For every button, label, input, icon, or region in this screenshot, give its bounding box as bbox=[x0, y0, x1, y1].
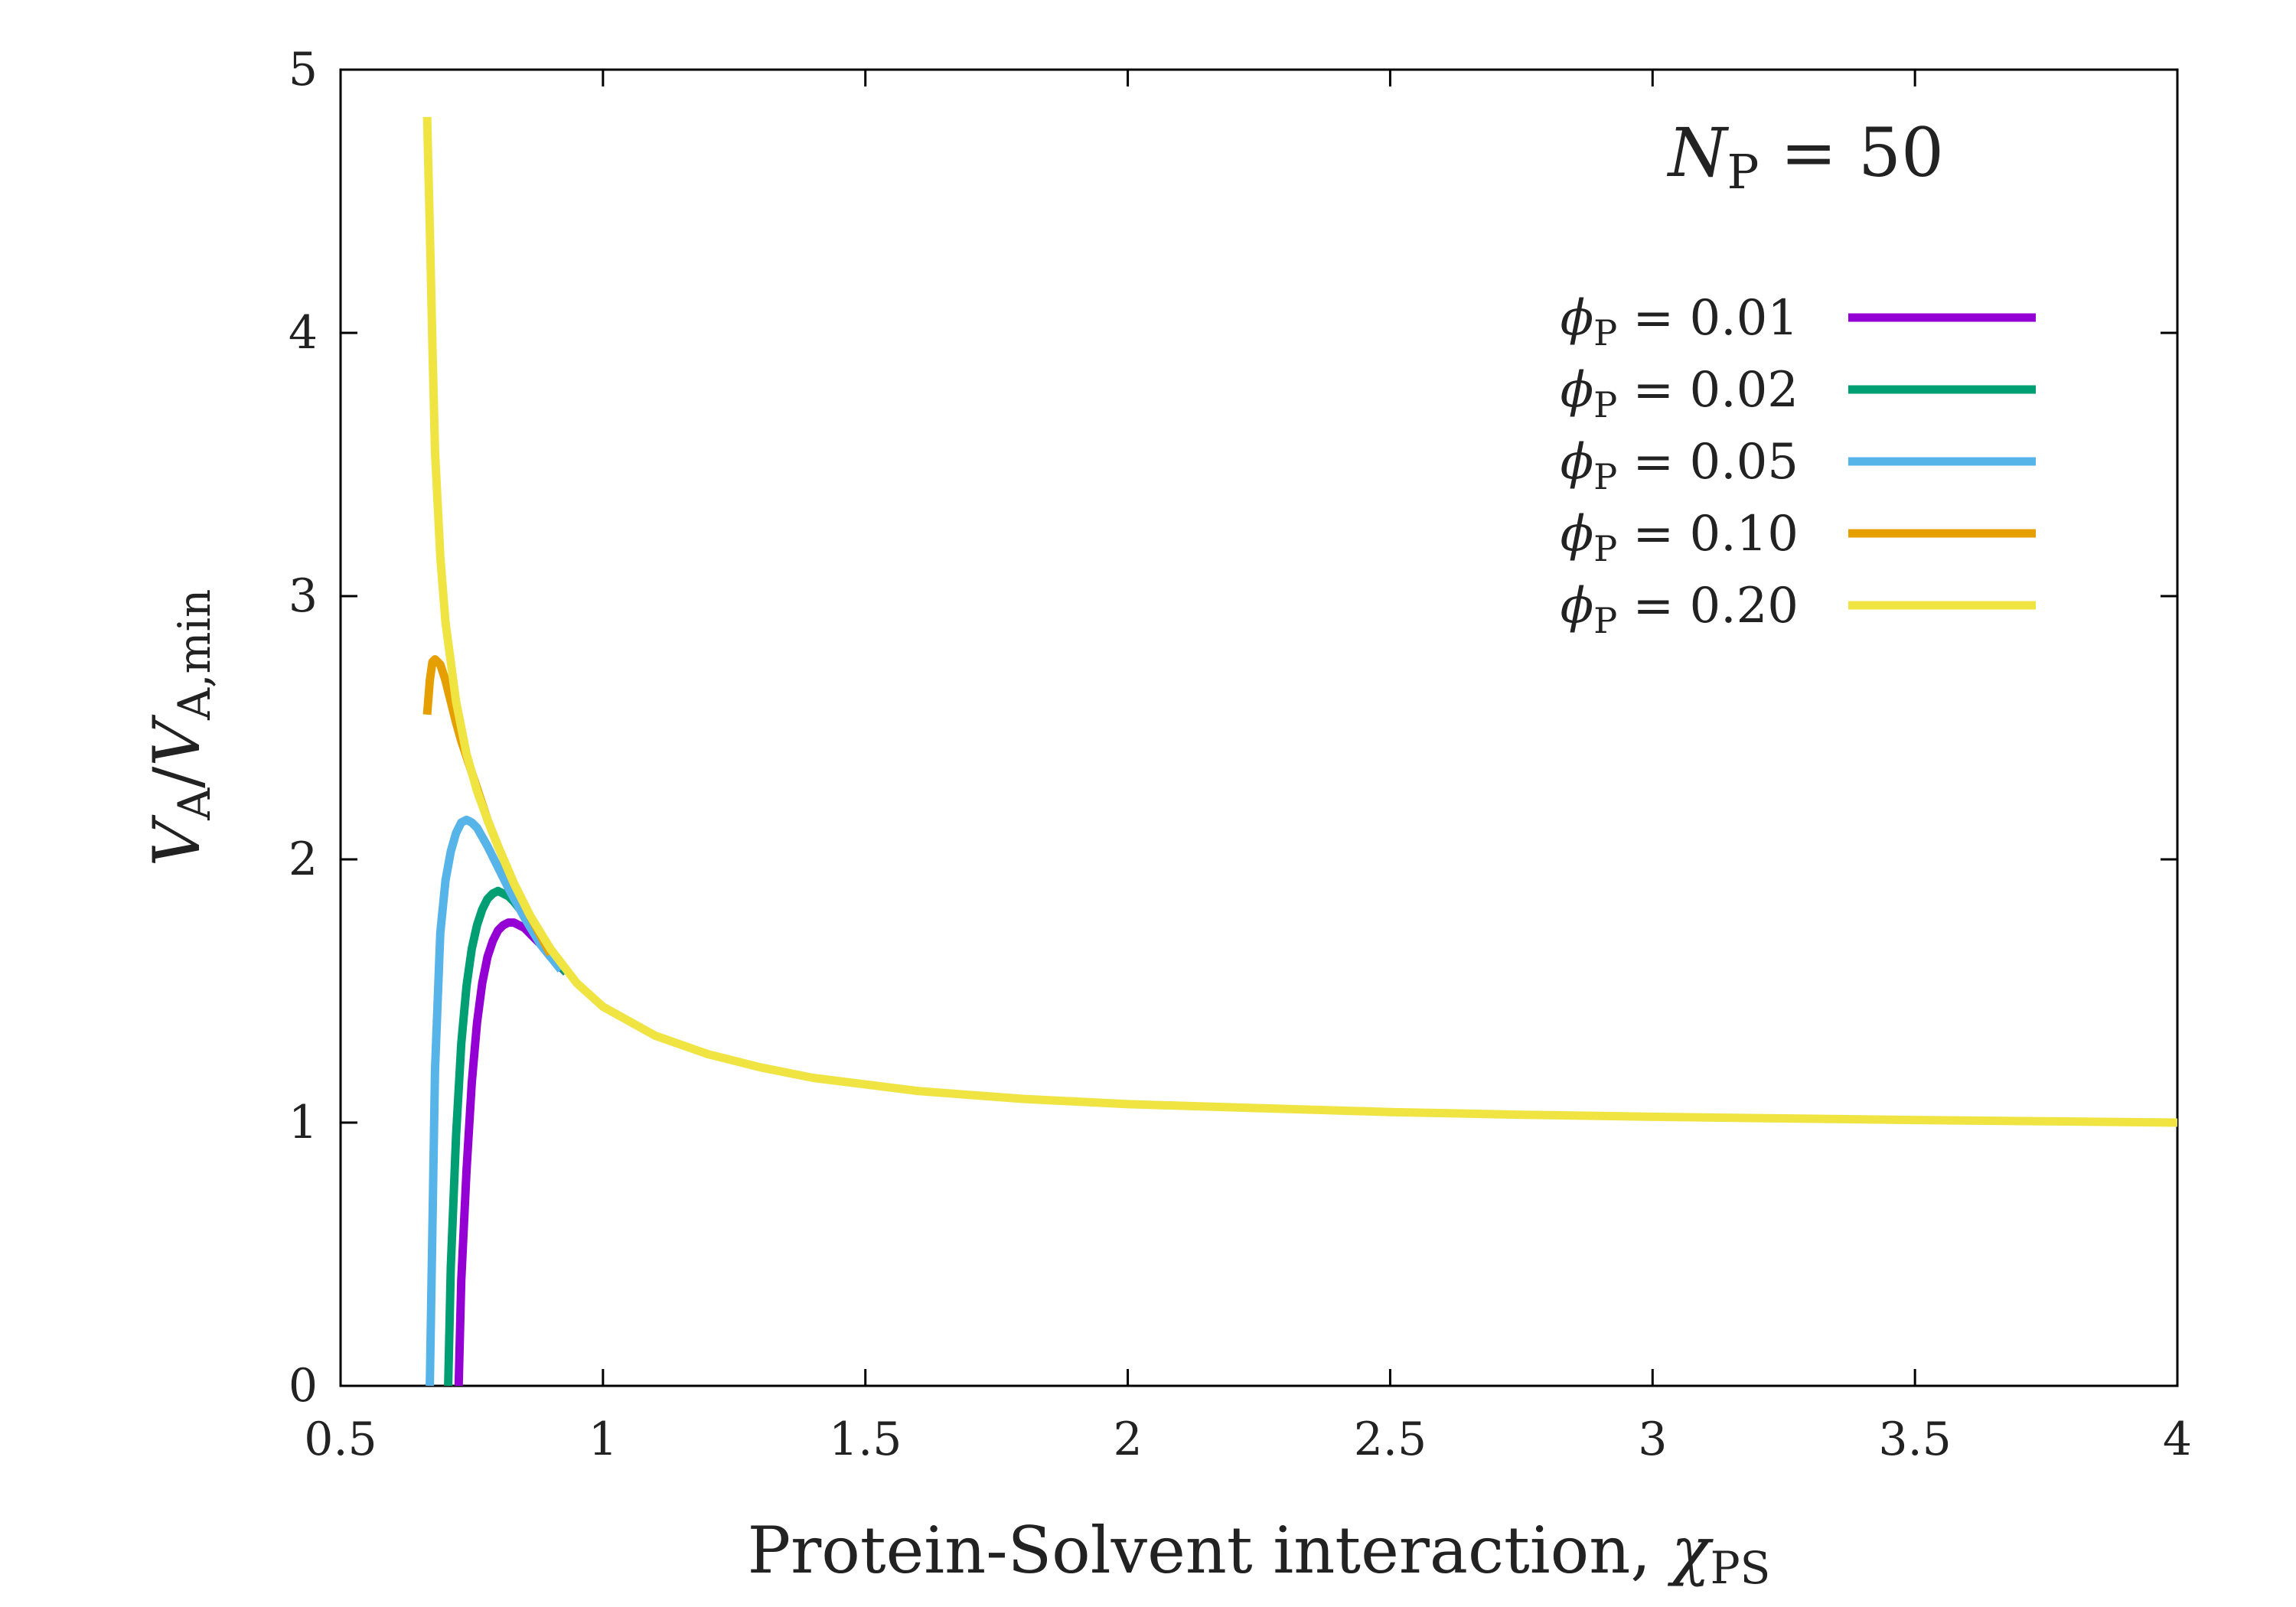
y-tick-label: 2 bbox=[289, 833, 318, 886]
series-lines bbox=[422, 116, 2177, 1386]
x-tick-label: 2.5 bbox=[1354, 1413, 1427, 1466]
x-tick-label: 3.5 bbox=[1878, 1413, 1951, 1466]
np-annotation: NP = 50 bbox=[1667, 113, 1944, 200]
x-tick-label: 1.5 bbox=[829, 1413, 902, 1466]
x-tick-label: 3 bbox=[1638, 1413, 1667, 1466]
legend-label-2: ϕP = 0.05 bbox=[1561, 434, 1799, 497]
x-tick-label: 4 bbox=[2163, 1413, 2192, 1466]
x-axis-label: Protein-Solvent interaction, χPS bbox=[748, 1513, 1771, 1594]
y-tick-labels: 0 1 2 3 4 5 bbox=[289, 43, 318, 1413]
y-tick-label: 5 bbox=[289, 43, 318, 96]
y-tick-label: 0 bbox=[289, 1359, 318, 1413]
legend: ϕP = 0.01 ϕP = 0.02 ϕP = 0.05 ϕP = 0.10 ϕP =… bbox=[1561, 290, 2036, 641]
axis-ticks bbox=[339, 68, 2179, 1387]
legend-label-0: ϕP = 0.01 bbox=[1561, 290, 1799, 354]
x-tick-label: 0.5 bbox=[304, 1413, 377, 1466]
y-axis-label: VA/VA,min bbox=[139, 589, 220, 867]
legend-label-1: ϕP = 0.02 bbox=[1561, 362, 1799, 425]
x-tick-label: 2 bbox=[1113, 1413, 1142, 1466]
y-tick-label: 4 bbox=[289, 306, 318, 360]
legend-label-4: ϕP = 0.20 bbox=[1561, 578, 1799, 641]
series-line-2 bbox=[426, 815, 565, 1386]
y-tick-label: 1 bbox=[289, 1096, 318, 1149]
series-line-4 bbox=[422, 116, 2177, 1127]
plot-frame bbox=[339, 68, 2179, 1387]
series-line-0 bbox=[454, 918, 569, 1386]
x-tick-label: 1 bbox=[589, 1413, 618, 1466]
legend-label-3: ϕP = 0.10 bbox=[1561, 506, 1799, 569]
x-tick-labels: 0.5 1 1.5 2 2.5 3 3.5 4 bbox=[304, 1413, 2192, 1466]
y-tick-label: 3 bbox=[289, 569, 318, 623]
